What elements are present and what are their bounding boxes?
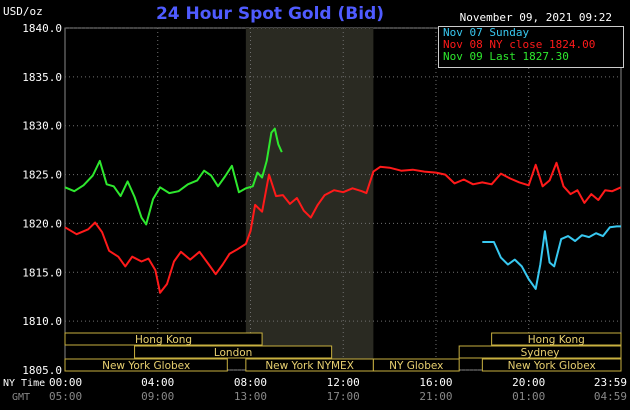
x-row-label-ny: NY Time <box>3 378 45 389</box>
session-label: New York Globex <box>102 360 190 372</box>
x-tick-label-gmt: 05:00 <box>49 390 82 403</box>
session-bar-hong-kong <box>64 332 263 346</box>
y-tick-label: 1815.0 <box>22 266 62 279</box>
x-tick-label-ny: 12:00 <box>327 376 360 389</box>
x-tick-label-gmt: 09:00 <box>141 390 174 403</box>
session-label: London <box>214 347 253 359</box>
x-tick-label-gmt: 01:00 <box>512 390 545 403</box>
session-label: Sydney <box>521 347 560 359</box>
session-bar-sydney <box>458 345 622 359</box>
series-line-nov08 <box>64 161 622 294</box>
x-tick-label-gmt: 17:00 <box>327 390 360 403</box>
x-tick-label-gmt: 21:00 <box>419 390 452 403</box>
session-bar-ny-globex <box>372 358 460 372</box>
legend-entry-nov07: Nov 07 Sunday <box>443 26 530 39</box>
legend-entry-nov08: Nov 08 NY close 1824.00 <box>443 38 596 51</box>
x-tick-label-gmt: 04:59 <box>594 390 627 403</box>
y-tick-label: 1805.0 <box>22 364 62 377</box>
y-unit-label: USD/oz <box>3 5 43 18</box>
x-tick-label-ny: 23:59 <box>594 376 627 389</box>
session-bar-new-york-globex <box>481 358 622 372</box>
y-tick-label: 1825.0 <box>22 169 62 182</box>
x-row-label-gmt: GMT <box>12 392 30 403</box>
session-label: Hong Kong <box>528 334 585 346</box>
series-line-nov07 <box>482 225 621 290</box>
x-tick-label-gmt: 13:00 <box>234 390 267 403</box>
y-tick-label: 1835.0 <box>22 71 62 84</box>
session-bar-new-york-globex <box>64 358 228 372</box>
series-line-nov09 <box>64 127 283 226</box>
session-label: New York Globex <box>508 360 596 372</box>
session-label: New York NYMEX <box>265 360 354 372</box>
nymex-session-band <box>245 28 374 370</box>
session-label: NY Globex <box>389 360 443 372</box>
y-tick-label: 1820.0 <box>22 217 62 230</box>
session-bar-london <box>134 345 333 359</box>
x-tick-label-ny: 08:00 <box>234 376 267 389</box>
x-tick-label-ny: 00:00 <box>49 376 82 389</box>
chart-title: 24 Hour Spot Gold (Bid) <box>155 4 385 24</box>
legend-entry-nov09: Nov 09 Last 1827.30 <box>443 50 569 63</box>
session-bar-hong-kong <box>491 332 622 346</box>
y-tick-label: 1830.0 <box>22 120 62 133</box>
session-label: Hong Kong <box>135 334 192 346</box>
legend: Nov 07 Sunday Nov 08 NY close 1824.00 No… <box>438 26 624 68</box>
x-tick-label-ny: 16:00 <box>419 376 452 389</box>
y-tick-label: 1810.0 <box>22 315 62 328</box>
date-label: November 09, 2021 09:22 <box>459 11 612 24</box>
x-tick-label-ny: 04:00 <box>141 376 174 389</box>
x-tick-label-ny: 20:00 <box>512 376 545 389</box>
y-tick-label: 1840.0 <box>22 22 62 35</box>
